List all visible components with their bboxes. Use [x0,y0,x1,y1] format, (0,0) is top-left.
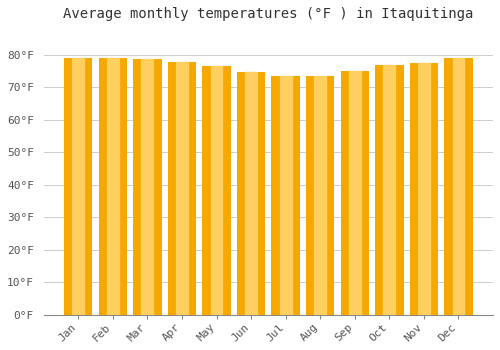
Bar [280,76,291,315]
Bar [410,63,438,315]
Bar [202,66,230,315]
Bar [314,76,326,315]
Bar [375,65,404,315]
Bar [72,58,84,315]
Bar [452,58,464,315]
Bar [444,58,472,315]
Bar [418,63,430,315]
Bar [349,71,360,315]
Bar [64,58,92,315]
Bar [272,76,300,315]
Bar [245,72,257,315]
Bar [237,72,266,315]
Bar [340,71,369,315]
Bar [168,62,196,315]
Bar [210,66,222,315]
Bar [107,58,119,315]
Title: Average monthly temperatures (°F ) in Itaquitinga: Average monthly temperatures (°F ) in It… [63,7,474,21]
Bar [176,62,188,315]
Bar [142,59,154,315]
Bar [133,59,162,315]
Bar [306,76,334,315]
Bar [98,58,127,315]
Bar [384,65,396,315]
